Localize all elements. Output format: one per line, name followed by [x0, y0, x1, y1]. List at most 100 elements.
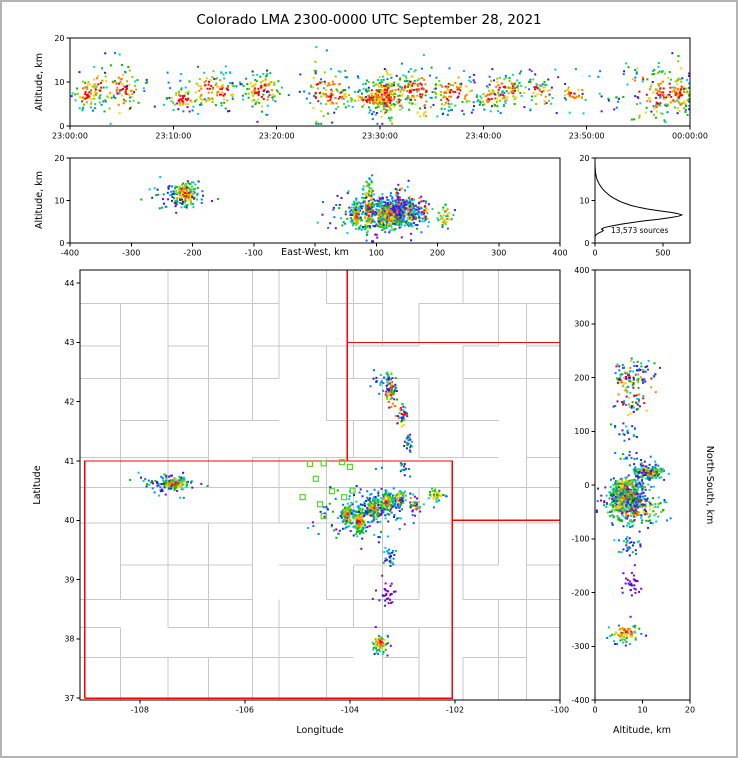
source-point: [411, 219, 414, 222]
source-point: [190, 189, 192, 192]
source-point: [652, 70, 655, 72]
source-point: [312, 86, 314, 89]
source-point: [400, 408, 403, 411]
source-point: [322, 92, 325, 95]
source-point: [617, 500, 620, 503]
source-point: [384, 206, 387, 209]
source-point: [190, 101, 193, 103]
source-point: [588, 75, 591, 78]
source-point: [172, 485, 175, 488]
source-point: [262, 93, 265, 96]
source-point: [354, 510, 357, 513]
source-point: [101, 67, 104, 70]
source-point: [373, 488, 376, 491]
source-point: [404, 86, 406, 89]
source-point: [146, 483, 149, 486]
source-point: [401, 86, 404, 89]
source-point: [385, 598, 388, 600]
source-point: [633, 512, 636, 515]
source-point: [187, 103, 190, 106]
source-point: [380, 110, 383, 113]
source-point: [508, 77, 511, 80]
source-point: [353, 526, 356, 529]
source-point: [632, 382, 635, 385]
source-point: [403, 224, 406, 227]
source-point: [112, 81, 115, 84]
source-point: [394, 501, 397, 504]
source-point: [517, 89, 520, 92]
source-point: [189, 188, 192, 190]
source-point: [408, 80, 410, 83]
source-point: [191, 185, 194, 188]
source-point: [440, 98, 443, 101]
source-point: [179, 482, 182, 485]
source-point: [387, 635, 389, 638]
source-point: [397, 183, 400, 186]
source-point: [199, 103, 201, 106]
source-point: [423, 217, 426, 220]
source-point: [681, 87, 684, 89]
source-point: [636, 488, 639, 491]
source-point: [378, 639, 381, 642]
source-point: [636, 407, 639, 410]
source-point: [120, 88, 123, 91]
source-point: [340, 515, 343, 518]
source-point: [343, 515, 345, 518]
source-point: [445, 209, 448, 212]
source-point: [498, 94, 501, 97]
source-point: [658, 70, 661, 73]
source-point: [440, 107, 443, 110]
source-point: [168, 483, 170, 486]
source-point: [386, 72, 389, 74]
source-point: [452, 90, 455, 93]
source-point: [639, 468, 642, 471]
source-point: [376, 236, 379, 239]
source-point: [395, 74, 398, 77]
source-point: [676, 99, 679, 102]
source-point: [158, 494, 161, 497]
source-point: [360, 228, 363, 231]
source-point: [372, 84, 375, 87]
source-point: [346, 76, 349, 79]
source-point: [378, 514, 381, 517]
source-point: [411, 206, 414, 209]
source-point: [383, 376, 386, 379]
source-point: [357, 99, 360, 102]
source-point: [688, 100, 690, 103]
source-point: [321, 213, 324, 216]
source-point: [307, 527, 309, 529]
source-point: [655, 96, 657, 99]
source-point: [377, 645, 380, 648]
source-point: [387, 87, 390, 90]
source-point: [245, 77, 248, 80]
source-point: [424, 210, 427, 213]
source-point: [670, 95, 673, 98]
source-point: [430, 66, 433, 69]
source-point: [355, 520, 357, 523]
source-point: [216, 85, 219, 88]
source-point: [487, 93, 489, 96]
source-point: [208, 87, 211, 90]
source-point: [540, 93, 543, 96]
source-point: [163, 473, 166, 476]
source-point: [392, 494, 395, 497]
source-point: [380, 207, 383, 210]
source-point: [376, 106, 379, 109]
source-point: [637, 400, 640, 403]
source-point: [623, 370, 626, 373]
source-point: [384, 92, 386, 94]
source-point: [645, 409, 648, 412]
source-point: [361, 513, 364, 516]
source-point: [189, 183, 192, 186]
source-point: [371, 118, 374, 121]
source-point: [625, 395, 628, 398]
source-point: [410, 223, 412, 226]
source-point: [110, 96, 113, 99]
source-point: [256, 91, 259, 94]
source-point: [649, 471, 652, 474]
source-point: [362, 87, 365, 90]
source-point: [346, 513, 349, 516]
source-point: [632, 468, 635, 471]
source-point: [384, 84, 387, 87]
source-point: [427, 497, 430, 500]
